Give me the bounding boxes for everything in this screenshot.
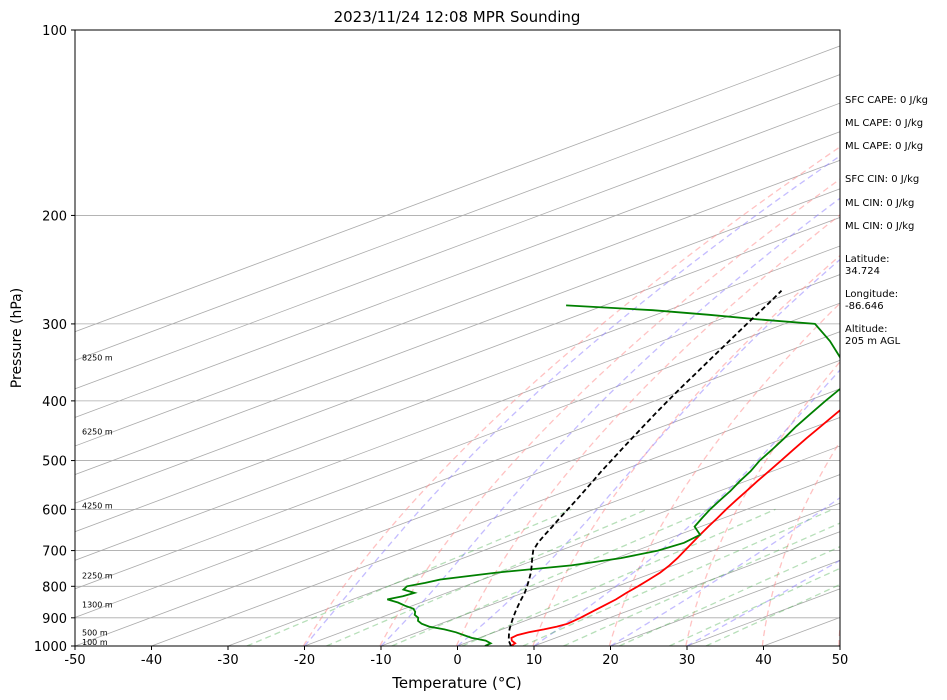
y-tick-label: 400	[42, 395, 67, 410]
height-label: 1300 m	[82, 601, 113, 610]
y-tick-label: 900	[42, 612, 67, 627]
isotherm-line	[75, 188, 840, 475]
dry-adiabat-line	[532, 254, 840, 646]
x-tick-label: -30	[217, 653, 238, 668]
x-tick-label: 20	[602, 653, 619, 668]
y-tick-label: 600	[42, 503, 67, 518]
sounding-series	[387, 290, 840, 646]
mixing-ratio-line	[326, 508, 648, 646]
temperature-line	[510, 409, 840, 646]
mixing-ratio-line	[522, 508, 834, 646]
x-tick-label: -50	[64, 653, 85, 668]
isotherm-line	[75, 331, 840, 618]
isotherm-line	[151, 388, 840, 646]
isotherm-line	[75, 159, 840, 447]
height-label: 4250 m	[82, 501, 113, 510]
isotherm-line	[457, 502, 840, 646]
isotherm-line	[380, 474, 840, 646]
moist-adiabat-line	[457, 258, 840, 646]
isotherm-line	[533, 531, 840, 646]
isotherm-line	[75, 131, 840, 418]
mixing-ratio-line	[563, 522, 840, 646]
x-axis: -50 -40 -30 -20 -10 0 10 20 30 40 50	[64, 646, 848, 668]
parcel-line	[507, 290, 783, 646]
dry-adiabat-line	[379, 178, 840, 646]
annotation-text: Latitude:	[845, 254, 890, 265]
isotherm-line	[75, 245, 840, 533]
annotation-text: 34.724	[845, 266, 880, 277]
background-lines	[75, 30, 840, 646]
y-tick-label: 700	[42, 545, 67, 560]
isotherm-line	[75, 302, 840, 590]
y-tick-label: 100	[42, 24, 67, 39]
dry-adiabat-line	[761, 440, 840, 646]
y-tick-label: 1000	[34, 640, 67, 655]
x-tick-label: -10	[370, 653, 391, 668]
isotherm-line	[227, 416, 840, 646]
dry-adiabat-line	[302, 146, 840, 646]
x-tick-label: -40	[141, 653, 162, 668]
annotations-panel: SFC CAPE: 0 J/kg ML CAPE: 0 J/kg ML CAPE: …	[845, 95, 928, 347]
height-label: 8250 m	[82, 353, 113, 362]
annotation-text: ML CIN: 0 J/kg	[845, 221, 914, 232]
annotation-text: SFC CAPE: 0 J/kg	[845, 95, 928, 106]
y-axis: 1000 900 800 700 600 500 400 300 200 100	[34, 24, 75, 655]
annotation-text: 205 m AGL	[845, 336, 901, 347]
y-axis-label: Pressure (hPa)	[9, 288, 25, 388]
x-axis-label: Temperature (°C)	[391, 674, 521, 692]
annotation-text: Longitude:	[845, 289, 898, 300]
isotherm-line	[75, 45, 840, 333]
height-label: 2250 m	[82, 572, 113, 581]
isotherm-line	[75, 274, 840, 561]
mixing-ratio-line	[669, 567, 840, 646]
y-tick-label: 500	[42, 455, 67, 470]
annotation-text: SFC CIN: 0 J/kg	[845, 174, 919, 185]
y-tick-label: 300	[42, 318, 67, 333]
x-tick-label: 30	[679, 653, 696, 668]
isotherm-line	[304, 445, 840, 646]
chart-title: 2023/11/24 12:08 MPR Sounding	[334, 8, 581, 26]
isotherm-line	[75, 102, 840, 390]
mixing-ratio-line	[461, 508, 776, 646]
x-tick-label: 50	[832, 653, 849, 668]
x-tick-label: 40	[755, 653, 772, 668]
isotherm-line	[75, 216, 840, 504]
height-label: 500 m	[82, 628, 108, 637]
annotation-text: ML CAPE: 0 J/kg	[845, 141, 923, 152]
height-label: 100 m	[82, 638, 108, 647]
dewpoint-line	[387, 304, 840, 646]
dry-adiabat-line	[608, 302, 840, 646]
moist-adiabat-line	[533, 368, 840, 646]
x-tick-label: -20	[294, 653, 315, 668]
y-tick-label: 200	[42, 209, 67, 224]
mixing-ratio-line	[705, 583, 840, 646]
dry-adiabat-line	[685, 360, 840, 646]
isotherm-line	[75, 359, 840, 646]
annotation-text: ML CAPE: 0 J/kg	[845, 118, 923, 129]
mixing-ratio-line	[391, 508, 710, 646]
annotation-text: Altitude:	[845, 324, 887, 335]
x-tick-label: 0	[453, 653, 461, 668]
plot-frame	[74, 29, 841, 647]
annotation-text: ML CIN: 0 J/kg	[845, 198, 914, 209]
moist-adiabat-line	[304, 155, 840, 646]
height-label: 6250 m	[82, 427, 113, 436]
mixing-ratio-line	[246, 508, 572, 646]
isotherm-line	[75, 74, 840, 361]
x-tick-label: 10	[526, 653, 543, 668]
y-tick-label: 800	[42, 580, 67, 595]
mixing-ratio-line	[619, 545, 840, 646]
annotation-text: -86.646	[845, 301, 884, 312]
moist-adiabat-line	[610, 496, 840, 646]
moist-adiabat-line	[380, 197, 840, 646]
